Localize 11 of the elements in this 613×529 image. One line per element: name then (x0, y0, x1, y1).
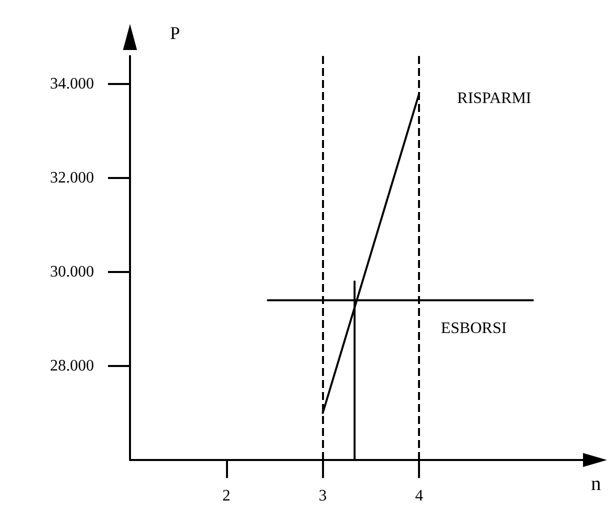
text: RISPARMI (457, 90, 532, 108)
y-axis-title: P (170, 23, 180, 43)
x-tick-label: 4 (415, 488, 424, 504)
y-tick-label: 32.000 (50, 170, 94, 187)
y-tick-label: 28.000 (50, 358, 94, 375)
series-label: ESBORSI (440, 320, 507, 337)
x-tick-label: 2 (222, 488, 230, 504)
y-tick-label: 30.000 (50, 264, 94, 281)
x-axis-title: n (591, 473, 601, 495)
x-tick-label: 3 (318, 488, 327, 504)
y-tick-label: 34.000 (50, 76, 94, 93)
